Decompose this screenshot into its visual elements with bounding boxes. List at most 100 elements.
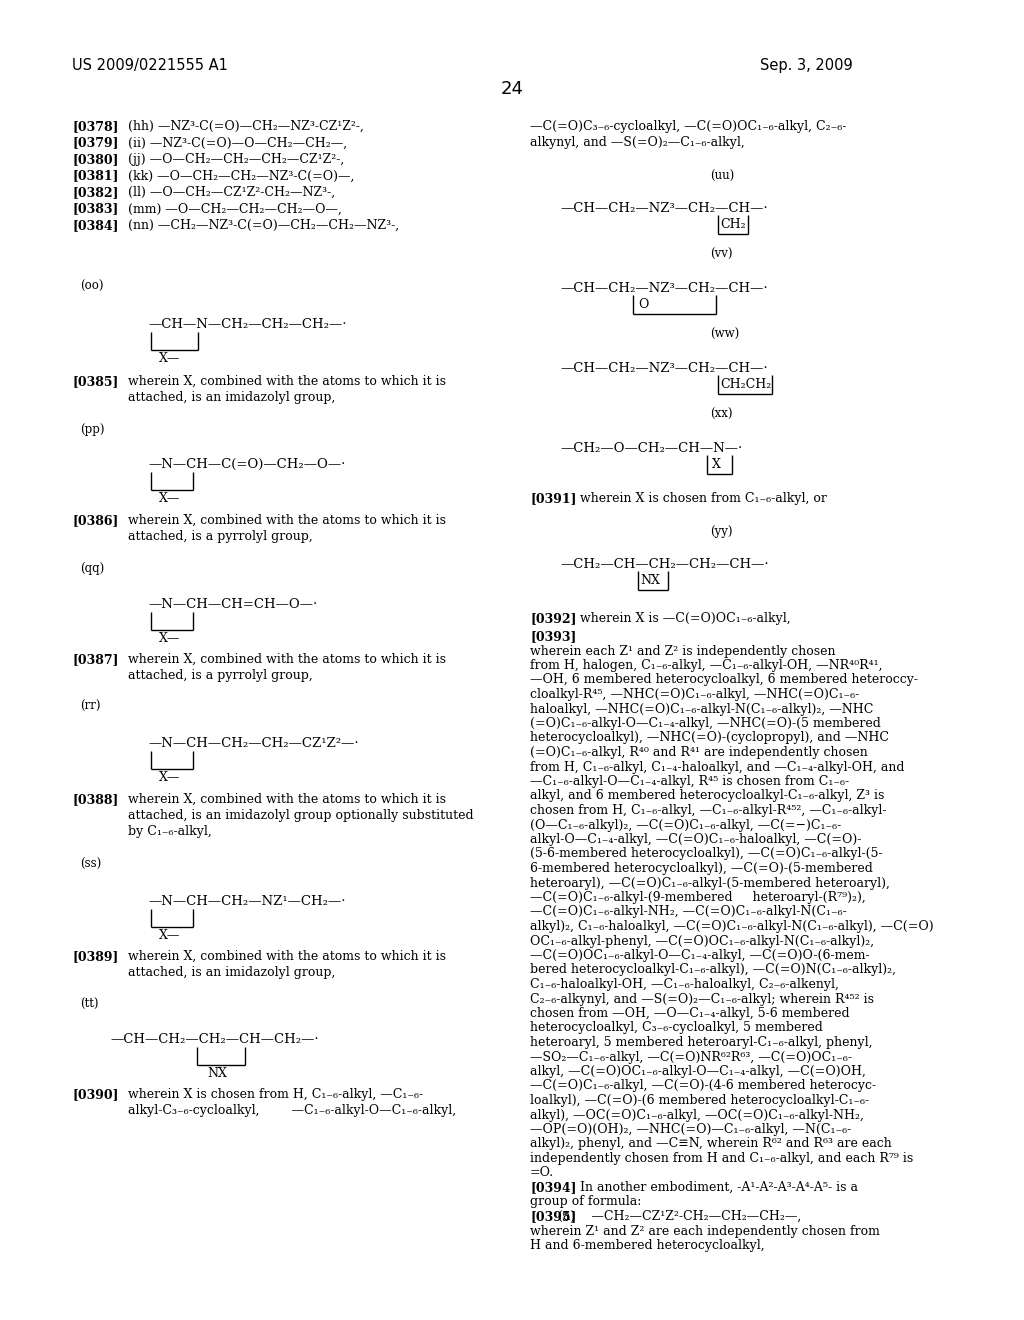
Text: wherein X, combined with the atoms to which it is: wherein X, combined with the atoms to wh… (128, 375, 446, 388)
Text: heterocycloalkyl, C₃₋₆-cycloalkyl, 5 membered: heterocycloalkyl, C₃₋₆-cycloalkyl, 5 mem… (530, 1022, 823, 1035)
Text: bered heterocycloalkyl-C₁₋₆-alkyl), —C(=O)N(C₁₋₆-alkyl)₂,: bered heterocycloalkyl-C₁₋₆-alkyl), —C(=… (530, 964, 896, 977)
Text: heteroaryl, 5 membered heteroaryl-C₁₋₆-alkyl, phenyl,: heteroaryl, 5 membered heteroaryl-C₁₋₆-a… (530, 1036, 872, 1049)
Text: by C₁₋₆-alkyl,: by C₁₋₆-alkyl, (128, 825, 212, 838)
Text: NX: NX (207, 1067, 227, 1080)
Text: wherein X is chosen from H, C₁₋₆-alkyl, —C₁₋₆-: wherein X is chosen from H, C₁₋₆-alkyl, … (128, 1088, 423, 1101)
Text: heterocycloalkyl), —NHC(=O)-(cyclopropyl), and —NHC: heterocycloalkyl), —NHC(=O)-(cyclopropyl… (530, 731, 889, 744)
Text: —C(=O)C₁₋₆-alkyl-NH₂, —C(=O)C₁₋₆-alkyl-N(C₁₋₆-: —C(=O)C₁₋₆-alkyl-NH₂, —C(=O)C₁₋₆-alkyl-N… (530, 906, 847, 919)
Text: (qq): (qq) (80, 562, 104, 576)
Text: [0389]: [0389] (72, 950, 119, 964)
Text: wherein X, combined with the atoms to which it is: wherein X, combined with the atoms to wh… (128, 653, 446, 667)
Text: cloalkyl-R⁴⁵, —NHC(=O)C₁₋₆-alkyl, —NHC(=O)C₁₋₆-: cloalkyl-R⁴⁵, —NHC(=O)C₁₋₆-alkyl, —NHC(=… (530, 688, 859, 701)
Text: —OP(=O)(OH)₂, —NHC(=O)—C₁₋₆-alkyl, —N(C₁₋₆-: —OP(=O)(OH)₂, —NHC(=O)—C₁₋₆-alkyl, —N(C₁… (530, 1123, 851, 1137)
Text: (hh) —NZ³-C(=O)—CH₂—NZ³-CZ¹Z²-,: (hh) —NZ³-C(=O)—CH₂—NZ³-CZ¹Z²-, (128, 120, 364, 133)
Text: attached, is an imidazolyl group,: attached, is an imidazolyl group, (128, 391, 336, 404)
Text: NX: NX (640, 574, 659, 587)
Text: OC₁₋₆-alkyl-phenyl, —C(=O)OC₁₋₆-alkyl-N(C₁₋₆-alkyl)₂,: OC₁₋₆-alkyl-phenyl, —C(=O)OC₁₋₆-alkyl-N(… (530, 935, 874, 948)
Text: —CH₂—CH—CH₂—CH₂—CH—·: —CH₂—CH—CH₂—CH₂—CH—· (560, 558, 769, 572)
Text: (uu): (uu) (710, 170, 734, 183)
Text: —CH—CH₂—NZ³—CH₂—CH—·: —CH—CH₂—NZ³—CH₂—CH—· (560, 282, 768, 294)
Text: 6-membered heterocycloalkyl), —C(=O)-(5-membered: 6-membered heterocycloalkyl), —C(=O)-(5-… (530, 862, 872, 875)
Text: wherein X is —C(=O)OC₁₋₆-alkyl,: wherein X is —C(=O)OC₁₋₆-alkyl, (580, 612, 791, 624)
Text: (ii) —NZ³-C(=O)—O—CH₂—CH₂—,: (ii) —NZ³-C(=O)—O—CH₂—CH₂—, (128, 136, 347, 149)
Text: X: X (712, 458, 721, 471)
Text: loalkyl), —C(=O)-(6 membered heterocycloalkyl-C₁₋₆-: loalkyl), —C(=O)-(6 membered heterocyclo… (530, 1094, 869, 1107)
Text: X—: X— (159, 352, 180, 366)
Text: haloalkyl, —NHC(=O)C₁₋₆-alkyl-N(C₁₋₆-alkyl)₂, —NHC: haloalkyl, —NHC(=O)C₁₋₆-alkyl-N(C₁₋₆-alk… (530, 702, 873, 715)
Text: alkyl), —OC(=O)C₁₋₆-alkyl, —OC(=O)C₁₋₆-alkyl-NH₂,: alkyl), —OC(=O)C₁₋₆-alkyl, —OC(=O)C₁₋₆-a… (530, 1109, 864, 1122)
Text: (ll) —O—CH₂—CZ¹Z²-CH₂—NZ³-,: (ll) —O—CH₂—CZ¹Z²-CH₂—NZ³-, (128, 186, 335, 199)
Text: alkynyl, and —S(=O)₂—C₁₋₆-alkyl,: alkynyl, and —S(=O)₂—C₁₋₆-alkyl, (530, 136, 744, 149)
Text: alkyl, —C(=O)OC₁₋₆-alkyl-O—C₁₋₄-alkyl, —C(=O)OH,: alkyl, —C(=O)OC₁₋₆-alkyl-O—C₁₋₄-alkyl, —… (530, 1065, 866, 1078)
Text: attached, is a pyrrolyl group,: attached, is a pyrrolyl group, (128, 531, 312, 543)
Text: (ww): (ww) (710, 327, 739, 341)
Text: US 2009/0221555 A1: US 2009/0221555 A1 (72, 58, 228, 73)
Text: group of formula:: group of formula: (530, 1196, 641, 1209)
Text: [0393]: [0393] (530, 630, 577, 643)
Text: alkyl)₂, C₁₋₆-haloalkyl, —C(=O)C₁₋₆-alkyl-N(C₁₋₆-alkyl), —C(=O): alkyl)₂, C₁₋₆-haloalkyl, —C(=O)C₁₋₆-alky… (530, 920, 934, 933)
Text: X—: X— (159, 929, 180, 942)
Text: (nn) —CH₂—NZ³-C(=O)—CH₂—CH₂—NZ³-,: (nn) —CH₂—NZ³-C(=O)—CH₂—CH₂—NZ³-, (128, 219, 399, 232)
Text: (oo): (oo) (80, 280, 103, 293)
Text: [0391]: [0391] (530, 492, 577, 506)
Text: —CH—N—CH₂—CH₂—CH₂—·: —CH—N—CH₂—CH₂—CH₂—· (148, 318, 346, 331)
Text: attached, is an imidazolyl group,: attached, is an imidazolyl group, (128, 966, 336, 979)
Text: —CH₂—O—CH₂—CH—N—·: —CH₂—O—CH₂—CH—N—· (560, 442, 742, 455)
Text: heteroaryl), —C(=O)C₁₋₆-alkyl-(5-membered heteroaryl),: heteroaryl), —C(=O)C₁₋₆-alkyl-(5-membere… (530, 876, 890, 890)
Text: —N—CH—CH₂—NZ¹—CH₂—·: —N—CH—CH₂—NZ¹—CH₂—· (148, 895, 345, 908)
Text: In another embodiment, -A¹-A²-A³-A⁴-A⁵- is a: In another embodiment, -A¹-A²-A³-A⁴-A⁵- … (580, 1181, 858, 1195)
Text: —C(=O)C₁₋₆-alkyl-(9-membered     heteroaryl-(R⁷⁹)₂),: —C(=O)C₁₋₆-alkyl-(9-membered heteroaryl-… (530, 891, 865, 904)
Text: wherein X is chosen from C₁₋₆-alkyl, or: wherein X is chosen from C₁₋₆-alkyl, or (580, 492, 826, 506)
Text: (yy): (yy) (710, 525, 732, 539)
Text: —CH—CH₂—CH₂—CH—CH₂—·: —CH—CH₂—CH₂—CH—CH₂—· (110, 1034, 318, 1045)
Text: X—: X— (159, 632, 180, 645)
Text: wherein X, combined with the atoms to which it is: wherein X, combined with the atoms to wh… (128, 513, 446, 527)
Text: from H, C₁₋₆-alkyl, C₁₋₄-haloalkyl, and —C₁₋₄-alkyl-OH, and: from H, C₁₋₆-alkyl, C₁₋₄-haloalkyl, and … (530, 760, 904, 774)
Text: X—: X— (159, 771, 180, 784)
Text: (kk) —O—CH₂—CH₂—NZ³-C(=O)—,: (kk) —O—CH₂—CH₂—NZ³-C(=O)—, (128, 169, 354, 182)
Text: (mm) —O—CH₂—CH₂—CH₂—O—,: (mm) —O—CH₂—CH₂—CH₂—O—, (128, 202, 342, 215)
Text: —N—CH—C(=O)—CH₂—O—·: —N—CH—C(=O)—CH₂—O—· (148, 458, 345, 471)
Text: wherein Z¹ and Z² are each independently chosen from: wherein Z¹ and Z² are each independently… (530, 1225, 880, 1238)
Text: [0390]: [0390] (72, 1088, 119, 1101)
Text: C₁₋₆-haloalkyl-OH, —C₁₋₆-haloalkyl, C₂₋₆-alkenyl,: C₁₋₆-haloalkyl-OH, —C₁₋₆-haloalkyl, C₂₋₆… (530, 978, 839, 991)
Text: wherein X, combined with the atoms to which it is: wherein X, combined with the atoms to wh… (128, 793, 446, 807)
Text: [0381]: [0381] (72, 169, 119, 182)
Text: from H, halogen, C₁₋₆-alkyl, —C₁₋₆-alkyl-OH, —NR⁴⁰R⁴¹,: from H, halogen, C₁₋₆-alkyl, —C₁₋₆-alkyl… (530, 659, 883, 672)
Text: —OH, 6 membered heterocycloalkyl, 6 membered heteroccy-: —OH, 6 membered heterocycloalkyl, 6 memb… (530, 673, 918, 686)
Text: attached, is a pyrrolyl group,: attached, is a pyrrolyl group, (128, 669, 312, 682)
Text: —SO₂—C₁₋₆-alkyl, —C(=O)NR⁶²R⁶³, —C(=O)OC₁₋₆-: —SO₂—C₁₋₆-alkyl, —C(=O)NR⁶²R⁶³, —C(=O)OC… (530, 1051, 852, 1064)
Text: O: O (638, 298, 648, 312)
Text: —C(=O)C₃₋₆-cycloalkyl, —C(=O)OC₁₋₆-alkyl, C₂₋₆-: —C(=O)C₃₋₆-cycloalkyl, —C(=O)OC₁₋₆-alkyl… (530, 120, 847, 133)
Text: (5-6-membered heterocycloalkyl), —C(=O)C₁₋₆-alkyl-(5-: (5-6-membered heterocycloalkyl), —C(=O)C… (530, 847, 883, 861)
Text: —C(=O)C₁₋₆-alkyl, —C(=O)-(4-6 membered heterocyc-: —C(=O)C₁₋₆-alkyl, —C(=O)-(4-6 membered h… (530, 1080, 877, 1093)
Text: [0392]: [0392] (530, 612, 577, 624)
Text: C₂₋₆-alkynyl, and —S(=O)₂—C₁₋₆-alkyl; wherein R⁴⁵² is: C₂₋₆-alkynyl, and —S(=O)₂—C₁₋₆-alkyl; wh… (530, 993, 874, 1006)
Text: (jj) —O—CH₂—CH₂—CH₂—CZ¹Z²-,: (jj) —O—CH₂—CH₂—CH₂—CZ¹Z²-, (128, 153, 344, 166)
Text: chosen from H, C₁₋₆-alkyl, —C₁₋₆-alkyl-R⁴⁵², —C₁₋₆-alkyl-: chosen from H, C₁₋₆-alkyl, —C₁₋₆-alkyl-R… (530, 804, 887, 817)
Text: =O.: =O. (530, 1167, 554, 1180)
Text: Sep. 3, 2009: Sep. 3, 2009 (760, 58, 853, 73)
Text: [0386]: [0386] (72, 513, 119, 527)
Text: (vv): (vv) (710, 248, 732, 261)
Text: independently chosen from H and C₁₋₆-alkyl, and each R⁷⁹ is: independently chosen from H and C₁₋₆-alk… (530, 1152, 913, 1166)
Text: —C₁₋₆-alkyl-O—C₁₋₄-alkyl, R⁴⁵ is chosen from C₁₋₆-: —C₁₋₆-alkyl-O—C₁₋₄-alkyl, R⁴⁵ is chosen … (530, 775, 849, 788)
Text: X—: X— (159, 492, 180, 506)
Text: (rr): (rr) (80, 700, 100, 713)
Text: (O—C₁₋₆-alkyl)₂, —C(=O)C₁₋₆-alkyl, —C(=−)C₁₋₆-: (O—C₁₋₆-alkyl)₂, —C(=O)C₁₋₆-alkyl, —C(=−… (530, 818, 842, 832)
Text: alkyl-C₃₋₆-cycloalkyl,        —C₁₋₆-alkyl-O—C₁₋₆-alkyl,: alkyl-C₃₋₆-cycloalkyl, —C₁₋₆-alkyl-O—C₁₋… (128, 1104, 456, 1117)
Text: (ss): (ss) (80, 858, 101, 871)
Text: [0379]: [0379] (72, 136, 119, 149)
Text: CH₂: CH₂ (720, 218, 745, 231)
Text: —N—CH—CH=CH—O—·: —N—CH—CH=CH—O—· (148, 598, 317, 611)
Text: [0388]: [0388] (72, 793, 119, 807)
Text: [0380]: [0380] (72, 153, 119, 166)
Text: chosen from —OH, —O—C₁₋₄-alkyl, 5-6 membered: chosen from —OH, —O—C₁₋₄-alkyl, 5-6 memb… (530, 1007, 850, 1020)
Text: CH₂CH₂: CH₂CH₂ (720, 378, 771, 391)
Text: (=O)C₁₋₆-alkyl, R⁴⁰ and R⁴¹ are independently chosen: (=O)C₁₋₆-alkyl, R⁴⁰ and R⁴¹ are independ… (530, 746, 867, 759)
Text: (a)    —CH₂—CZ¹Z²-CH₂—CH₂—CH₂—,: (a) —CH₂—CZ¹Z²-CH₂—CH₂—CH₂—, (558, 1210, 801, 1224)
Text: —C(=O)OC₁₋₆-alkyl-O—C₁₋₄-alkyl, —C(=O)O-(6-mem-: —C(=O)OC₁₋₆-alkyl-O—C₁₋₄-alkyl, —C(=O)O-… (530, 949, 869, 962)
Text: alkyl-O—C₁₋₄-alkyl, —C(=O)C₁₋₆-haloalkyl, —C(=O)-: alkyl-O—C₁₋₄-alkyl, —C(=O)C₁₋₆-haloalkyl… (530, 833, 861, 846)
Text: (tt): (tt) (80, 998, 98, 1011)
Text: [0384]: [0384] (72, 219, 119, 232)
